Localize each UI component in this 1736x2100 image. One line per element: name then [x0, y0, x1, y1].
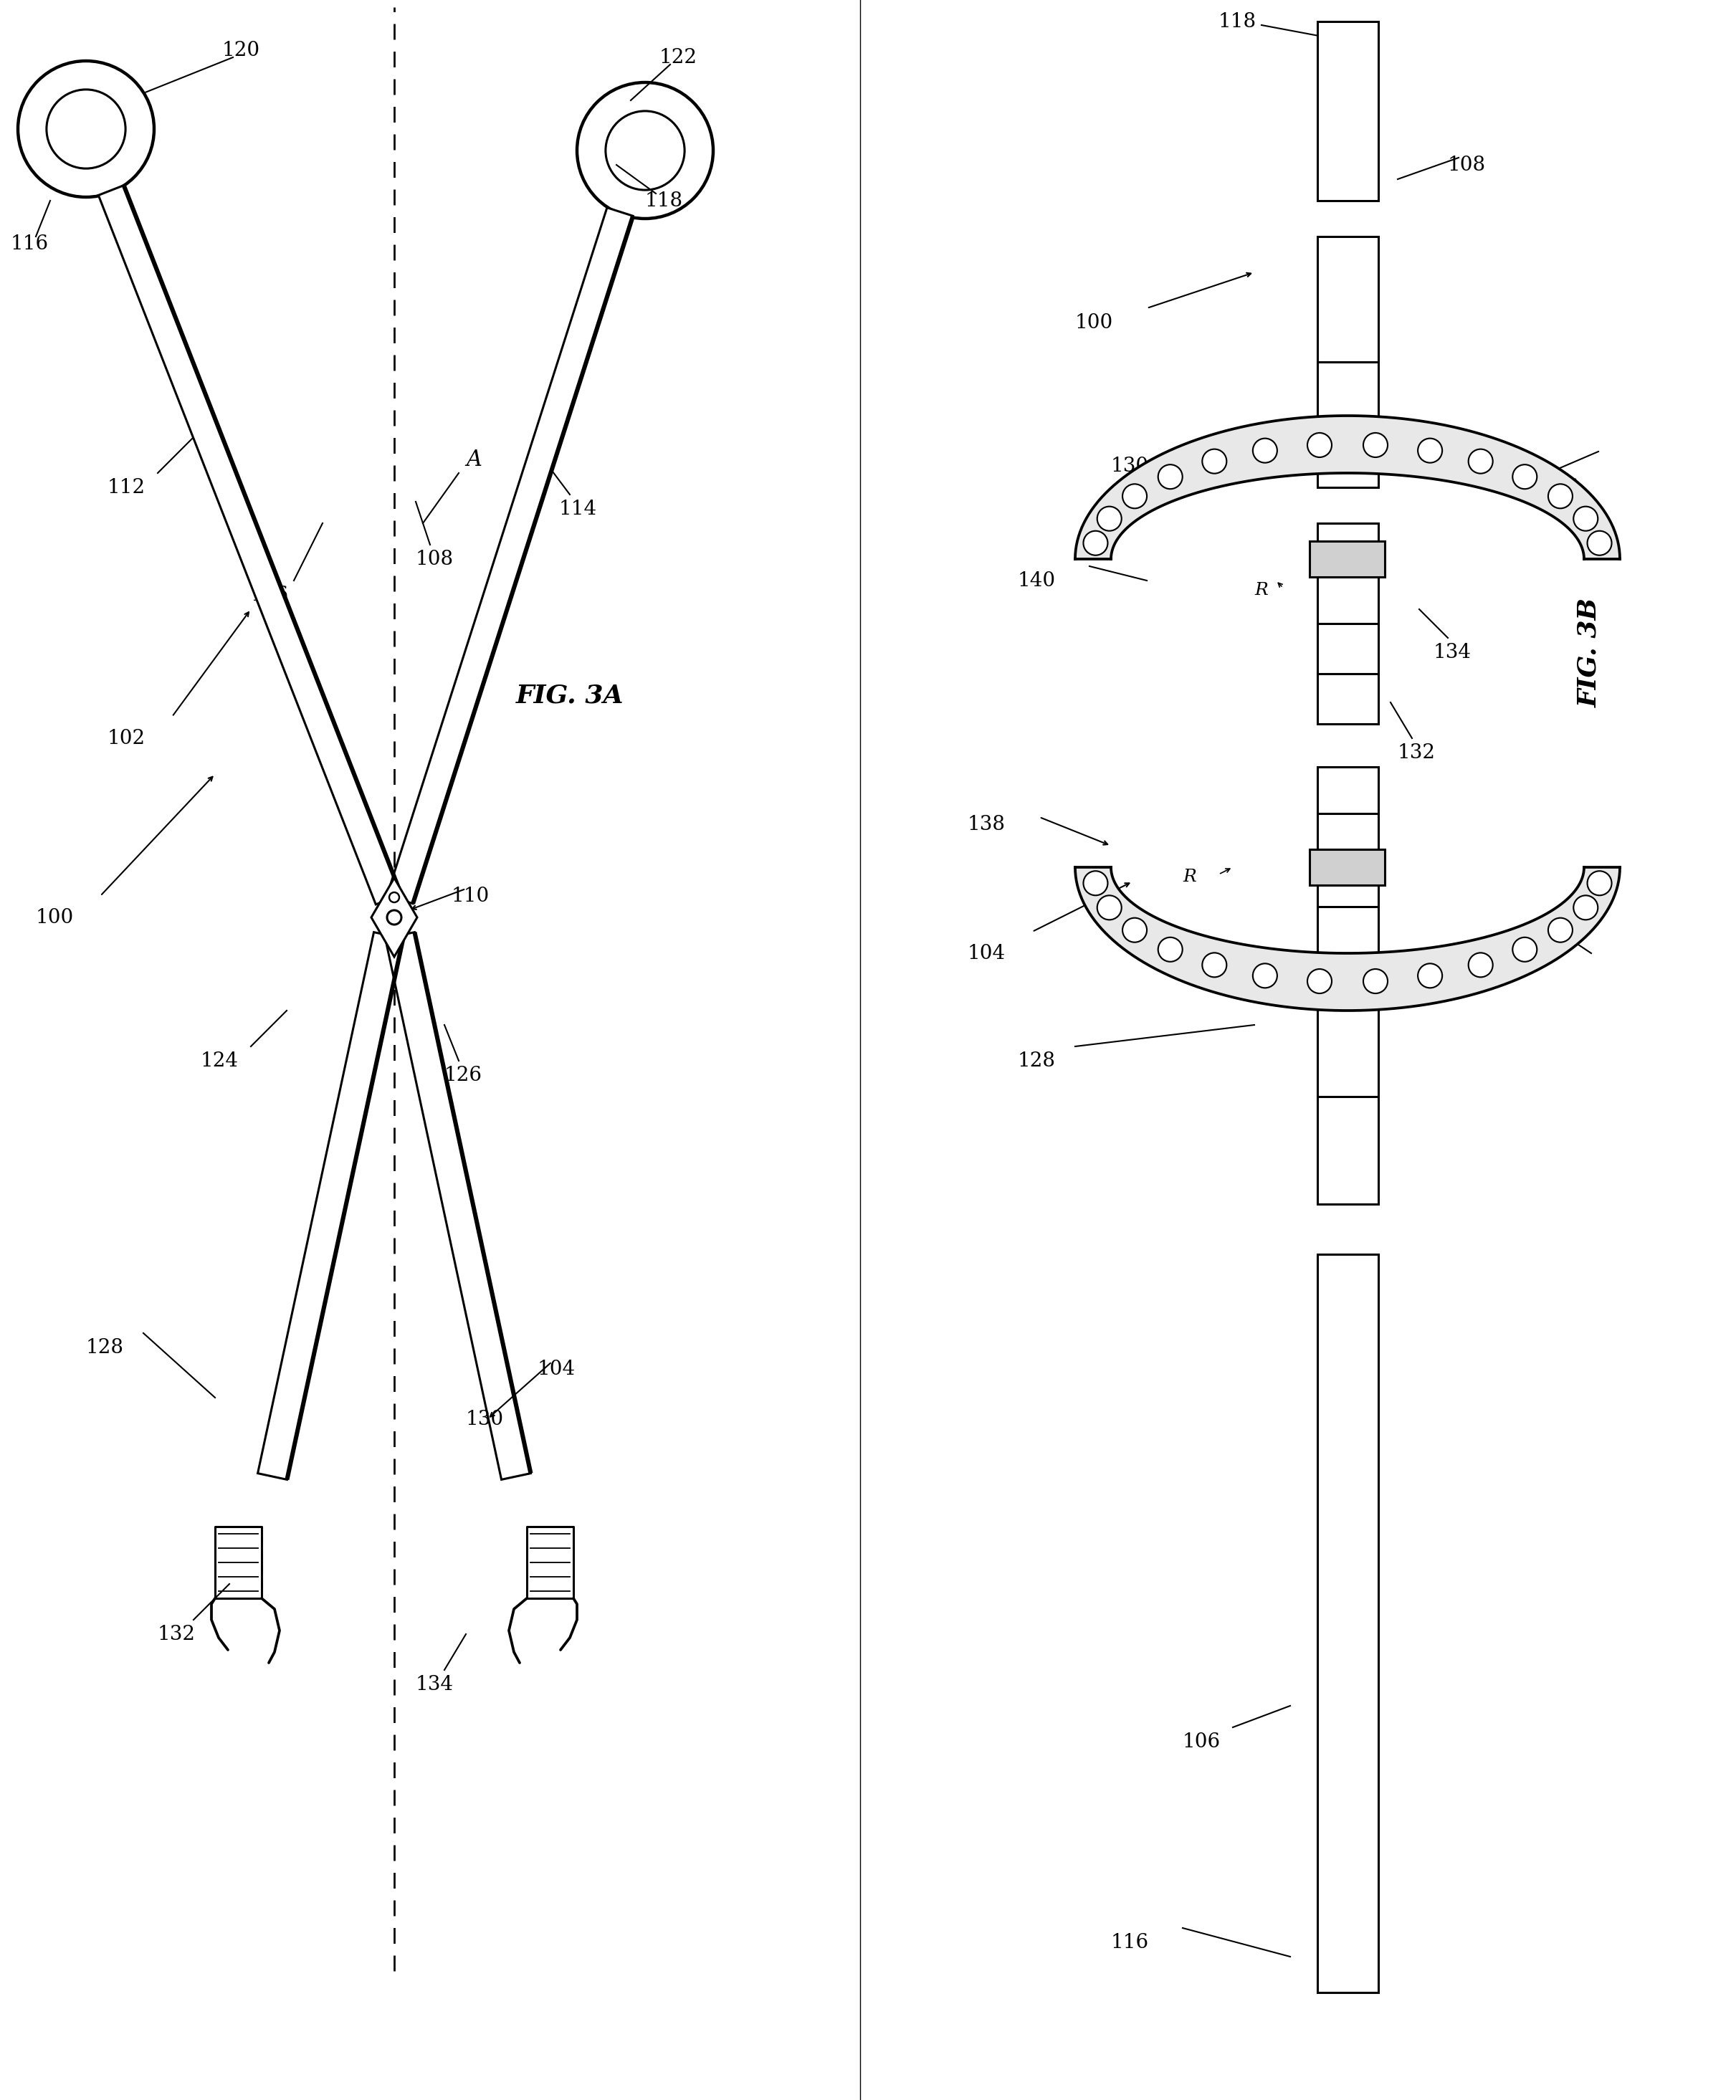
- Circle shape: [1158, 937, 1182, 962]
- Text: 136: 136: [1542, 477, 1580, 498]
- Circle shape: [1587, 872, 1611, 895]
- Text: 128: 128: [1017, 1052, 1055, 1071]
- Circle shape: [1363, 433, 1387, 458]
- Text: 106: 106: [252, 586, 288, 605]
- Text: 130: 130: [465, 1409, 503, 1428]
- Polygon shape: [99, 185, 401, 905]
- Circle shape: [1097, 895, 1121, 920]
- FancyBboxPatch shape: [1318, 989, 1378, 1203]
- Text: 134: 134: [415, 1674, 453, 1695]
- Text: 104: 104: [967, 943, 1005, 964]
- Text: A: A: [465, 449, 481, 470]
- Text: 118: 118: [646, 191, 684, 210]
- Circle shape: [389, 892, 399, 903]
- Circle shape: [1573, 895, 1597, 920]
- Polygon shape: [385, 932, 531, 1480]
- Text: 136: 136: [1542, 928, 1580, 949]
- Circle shape: [1253, 964, 1278, 987]
- Text: 112: 112: [108, 477, 146, 498]
- Text: 128: 128: [87, 1338, 123, 1357]
- Circle shape: [1097, 506, 1121, 531]
- Text: 140: 140: [1017, 571, 1055, 590]
- FancyBboxPatch shape: [1318, 1254, 1378, 1993]
- Text: 100: 100: [36, 907, 75, 926]
- Text: 108: 108: [1448, 155, 1486, 174]
- Text: 130: 130: [1111, 456, 1149, 475]
- Text: 106: 106: [1182, 1732, 1220, 1751]
- FancyBboxPatch shape: [1318, 21, 1378, 202]
- Polygon shape: [387, 208, 634, 903]
- Text: 116: 116: [1111, 1932, 1149, 1953]
- Text: 116: 116: [10, 233, 49, 254]
- Circle shape: [387, 909, 401, 924]
- Text: 104: 104: [538, 1359, 576, 1378]
- Text: 132: 132: [158, 1625, 196, 1644]
- Circle shape: [1418, 964, 1443, 987]
- Text: 102: 102: [108, 729, 146, 748]
- Polygon shape: [1075, 416, 1620, 559]
- Circle shape: [1083, 872, 1108, 895]
- Text: FIG. 3B: FIG. 3B: [1576, 598, 1601, 708]
- Polygon shape: [372, 878, 417, 958]
- Text: 134: 134: [1434, 643, 1472, 662]
- Circle shape: [1253, 439, 1278, 462]
- Circle shape: [1083, 531, 1108, 554]
- Text: 138: 138: [967, 815, 1005, 834]
- Circle shape: [1512, 937, 1536, 962]
- Text: 122: 122: [660, 48, 698, 67]
- Circle shape: [1123, 918, 1147, 943]
- Circle shape: [1203, 449, 1227, 472]
- Circle shape: [1158, 464, 1182, 489]
- FancyBboxPatch shape: [1318, 523, 1378, 724]
- Circle shape: [1418, 439, 1443, 462]
- Text: 100: 100: [1075, 313, 1113, 332]
- Text: 114: 114: [559, 500, 597, 519]
- Circle shape: [1573, 506, 1597, 531]
- FancyBboxPatch shape: [1318, 766, 1378, 953]
- Polygon shape: [257, 932, 403, 1480]
- Circle shape: [1469, 449, 1493, 472]
- Text: R: R: [1182, 869, 1196, 886]
- Text: 124: 124: [201, 1052, 238, 1071]
- Text: 108: 108: [415, 550, 453, 569]
- Circle shape: [1307, 433, 1332, 458]
- Circle shape: [1512, 464, 1536, 489]
- Text: 118: 118: [1219, 13, 1257, 32]
- Text: 120: 120: [222, 40, 260, 59]
- Circle shape: [1549, 483, 1573, 508]
- Text: FIG. 3A: FIG. 3A: [516, 682, 623, 708]
- Text: 132: 132: [1397, 743, 1436, 762]
- Circle shape: [1307, 968, 1332, 993]
- Circle shape: [1203, 953, 1227, 976]
- FancyBboxPatch shape: [1311, 848, 1385, 886]
- Circle shape: [1123, 483, 1147, 508]
- Text: 126: 126: [444, 1065, 483, 1086]
- Circle shape: [1363, 968, 1387, 993]
- FancyBboxPatch shape: [1318, 237, 1378, 487]
- Circle shape: [1587, 531, 1611, 554]
- Polygon shape: [1075, 867, 1620, 1010]
- Text: R: R: [1255, 582, 1267, 598]
- Text: 110: 110: [451, 886, 490, 905]
- FancyBboxPatch shape: [1311, 542, 1385, 578]
- Circle shape: [1469, 953, 1493, 976]
- Circle shape: [1549, 918, 1573, 943]
